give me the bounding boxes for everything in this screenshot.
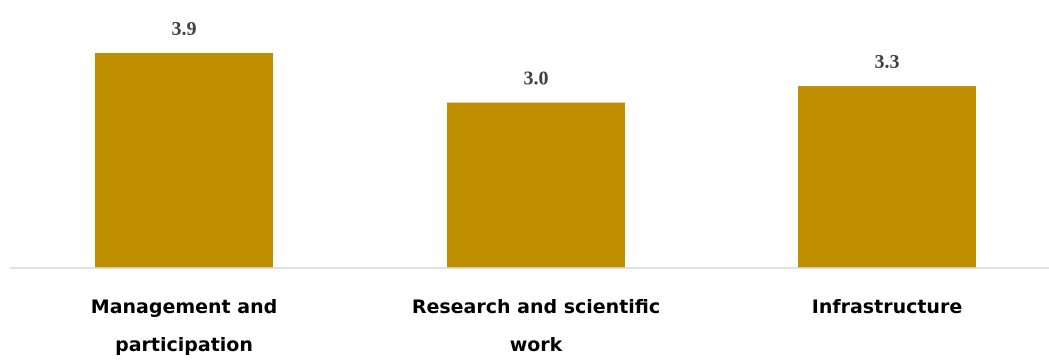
value-labels-group: 3.9 3.0 3.3 xyxy=(172,18,900,90)
category-labels-group: Management and participation Research and … xyxy=(91,296,962,356)
category-label-2-line-2: work xyxy=(510,334,563,356)
value-label-3: 3.3 xyxy=(875,51,900,73)
bars-group xyxy=(95,52,976,269)
category-label-3-line-1: Infrastructure xyxy=(812,296,962,318)
category-label-2-line-1: Research and scientific xyxy=(412,296,660,318)
category-label-3: Infrastructure xyxy=(812,296,962,318)
value-label-2: 3.0 xyxy=(524,68,549,90)
category-label-1-line-2: participation xyxy=(115,334,253,356)
category-label-2: Research and scientific work xyxy=(412,296,660,356)
bar-1 xyxy=(95,52,273,269)
bar-2 xyxy=(447,102,625,268)
category-label-1-line-1: Management and xyxy=(91,296,277,318)
category-label-1: Management and participation xyxy=(91,296,277,356)
value-label-1: 3.9 xyxy=(172,18,197,40)
bar-3 xyxy=(798,86,976,268)
